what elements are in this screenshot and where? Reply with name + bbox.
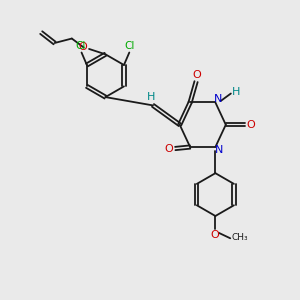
Text: H: H: [146, 92, 155, 102]
Text: O: O: [192, 70, 201, 80]
Text: N: N: [215, 145, 223, 155]
Text: O: O: [210, 230, 219, 240]
Text: O: O: [78, 43, 87, 52]
Text: N: N: [214, 94, 222, 104]
Text: O: O: [247, 120, 255, 130]
Text: CH₃: CH₃: [231, 232, 248, 242]
Text: Cl: Cl: [75, 41, 85, 51]
Text: H: H: [232, 87, 240, 97]
Text: Cl: Cl: [125, 41, 135, 51]
Text: O: O: [164, 143, 173, 154]
